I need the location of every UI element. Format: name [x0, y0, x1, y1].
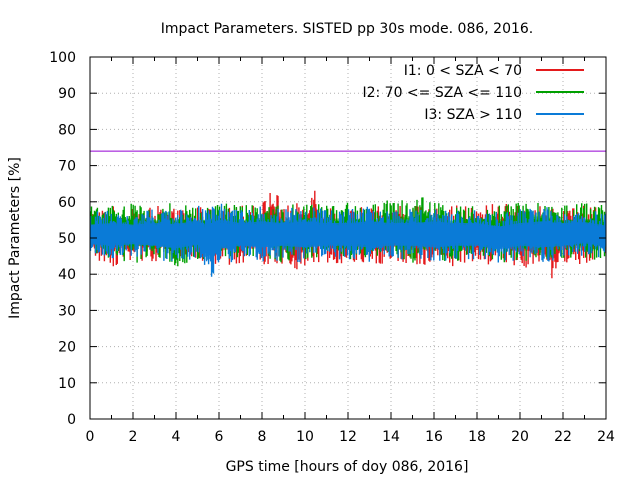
x-tick-label: 8 [258, 429, 267, 445]
legend-label-3: I3: SZA > 110 [424, 107, 522, 123]
y-tick-label: 0 [67, 412, 76, 428]
y-tick-label: 70 [58, 159, 76, 175]
x-tick-label: 20 [511, 429, 529, 445]
y-tick-label: 80 [58, 122, 76, 138]
x-tick-label: 12 [339, 429, 357, 445]
y-tick-label: 60 [58, 195, 76, 211]
x-tick-label: 14 [382, 429, 400, 445]
legend-label-1: I1: 0 < SZA < 70 [404, 63, 522, 79]
series-3-core [90, 219, 606, 261]
y-tick-label: 100 [49, 50, 76, 66]
x-tick-label: 18 [468, 429, 486, 445]
series-layer [89, 190, 607, 279]
y-tick-label: 20 [58, 340, 76, 356]
x-tick-label: 22 [554, 429, 572, 445]
x-tick-label: 2 [129, 429, 138, 445]
y-axis-label: Impact Parameters [%] [7, 157, 23, 319]
x-tick-label: 16 [425, 429, 443, 445]
x-tick-label: 6 [215, 429, 224, 445]
chart-title: Impact Parameters. SISTED pp 30s mode. 0… [161, 21, 534, 37]
y-tick-label: 50 [58, 231, 76, 247]
x-tick-label: 4 [172, 429, 181, 445]
x-tick-label: 0 [86, 429, 95, 445]
y-tick-label: 90 [58, 86, 76, 102]
x-tick-label: 24 [597, 429, 615, 445]
x-axis-label: GPS time [hours of doy 086, 2016] [226, 459, 469, 475]
legend-label-2: I2: 70 <= SZA <= 110 [362, 85, 522, 101]
legend: I1: 0 < SZA < 70 I2: 70 <= SZA <= 110 I3: … [362, 63, 584, 123]
y-tick-label: 10 [58, 376, 76, 392]
x-tick-label: 10 [296, 429, 314, 445]
axes: 0 2 4 6 8 10 12 14 16 18 20 22 240102030405060708090… [49, 50, 615, 445]
y-tick-label: 30 [58, 303, 76, 319]
y-tick-label: 40 [58, 267, 76, 283]
